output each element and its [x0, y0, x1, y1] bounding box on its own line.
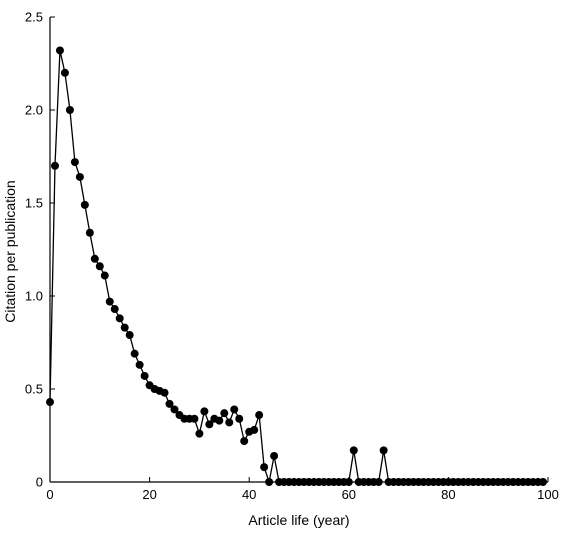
- data-point: [105, 297, 114, 306]
- y-tick-label: 2.5: [25, 10, 43, 25]
- y-tick-label: 1.5: [25, 196, 43, 211]
- y-tick-label: 2.0: [25, 103, 43, 118]
- data-point: [120, 323, 129, 332]
- y-tick-label: 1.0: [25, 289, 43, 304]
- data-point: [235, 414, 244, 423]
- y-axis-title: Citation per publication: [2, 180, 18, 322]
- data-point: [60, 68, 69, 77]
- data-point: [85, 228, 94, 237]
- x-tick-label: 60: [342, 487, 356, 502]
- x-tick-label: 80: [441, 487, 455, 502]
- data-point: [200, 407, 209, 416]
- data-point: [349, 446, 358, 455]
- x-tick-label: 0: [46, 487, 53, 502]
- data-point: [270, 451, 279, 460]
- data-point: [240, 437, 249, 446]
- x-tick-label: 20: [142, 487, 156, 502]
- data-point: [230, 405, 239, 414]
- data-point: [539, 478, 548, 486]
- data-point: [255, 411, 264, 420]
- data-point: [250, 425, 259, 434]
- data-point: [46, 398, 54, 407]
- data-point: [374, 478, 383, 486]
- y-tick-label: 0: [36, 475, 43, 490]
- x-tick-label: 40: [242, 487, 256, 502]
- data-point: [70, 158, 79, 167]
- data-point: [75, 172, 84, 181]
- data-point: [215, 416, 224, 425]
- data-point: [190, 414, 199, 423]
- data-point: [170, 405, 179, 414]
- data-point: [140, 371, 149, 380]
- x-tick-label: 100: [537, 487, 559, 502]
- data-point: [160, 388, 169, 397]
- data-point: [125, 331, 134, 340]
- ticks: 0 20 40 60 80 100 0 0.5 1.0 1.5 2.0 2.5: [25, 10, 559, 503]
- data-point: [165, 399, 174, 408]
- data-point: [130, 349, 139, 358]
- data-point: [90, 254, 99, 263]
- data-point: [265, 478, 274, 486]
- data-point: [260, 463, 269, 472]
- data-point: [379, 446, 388, 455]
- data-point: [65, 106, 74, 114]
- data-point: [55, 46, 64, 55]
- data-point: [115, 314, 124, 323]
- x-axis-title: Article life (year): [248, 512, 349, 528]
- data-point: [95, 262, 104, 271]
- data-point: [50, 161, 59, 170]
- y-tick-label: 0.5: [25, 382, 43, 397]
- series-line: [49, 50, 544, 485]
- axes: [49, 17, 548, 483]
- data-point: [100, 271, 109, 280]
- data-point: [135, 360, 144, 369]
- data-point: [220, 409, 229, 418]
- data-point: [225, 418, 234, 427]
- series: [46, 46, 548, 486]
- data-point: [80, 200, 89, 209]
- data-point: [344, 478, 353, 486]
- data-point: [110, 305, 119, 314]
- data-point: [205, 420, 214, 429]
- data-point: [195, 429, 204, 438]
